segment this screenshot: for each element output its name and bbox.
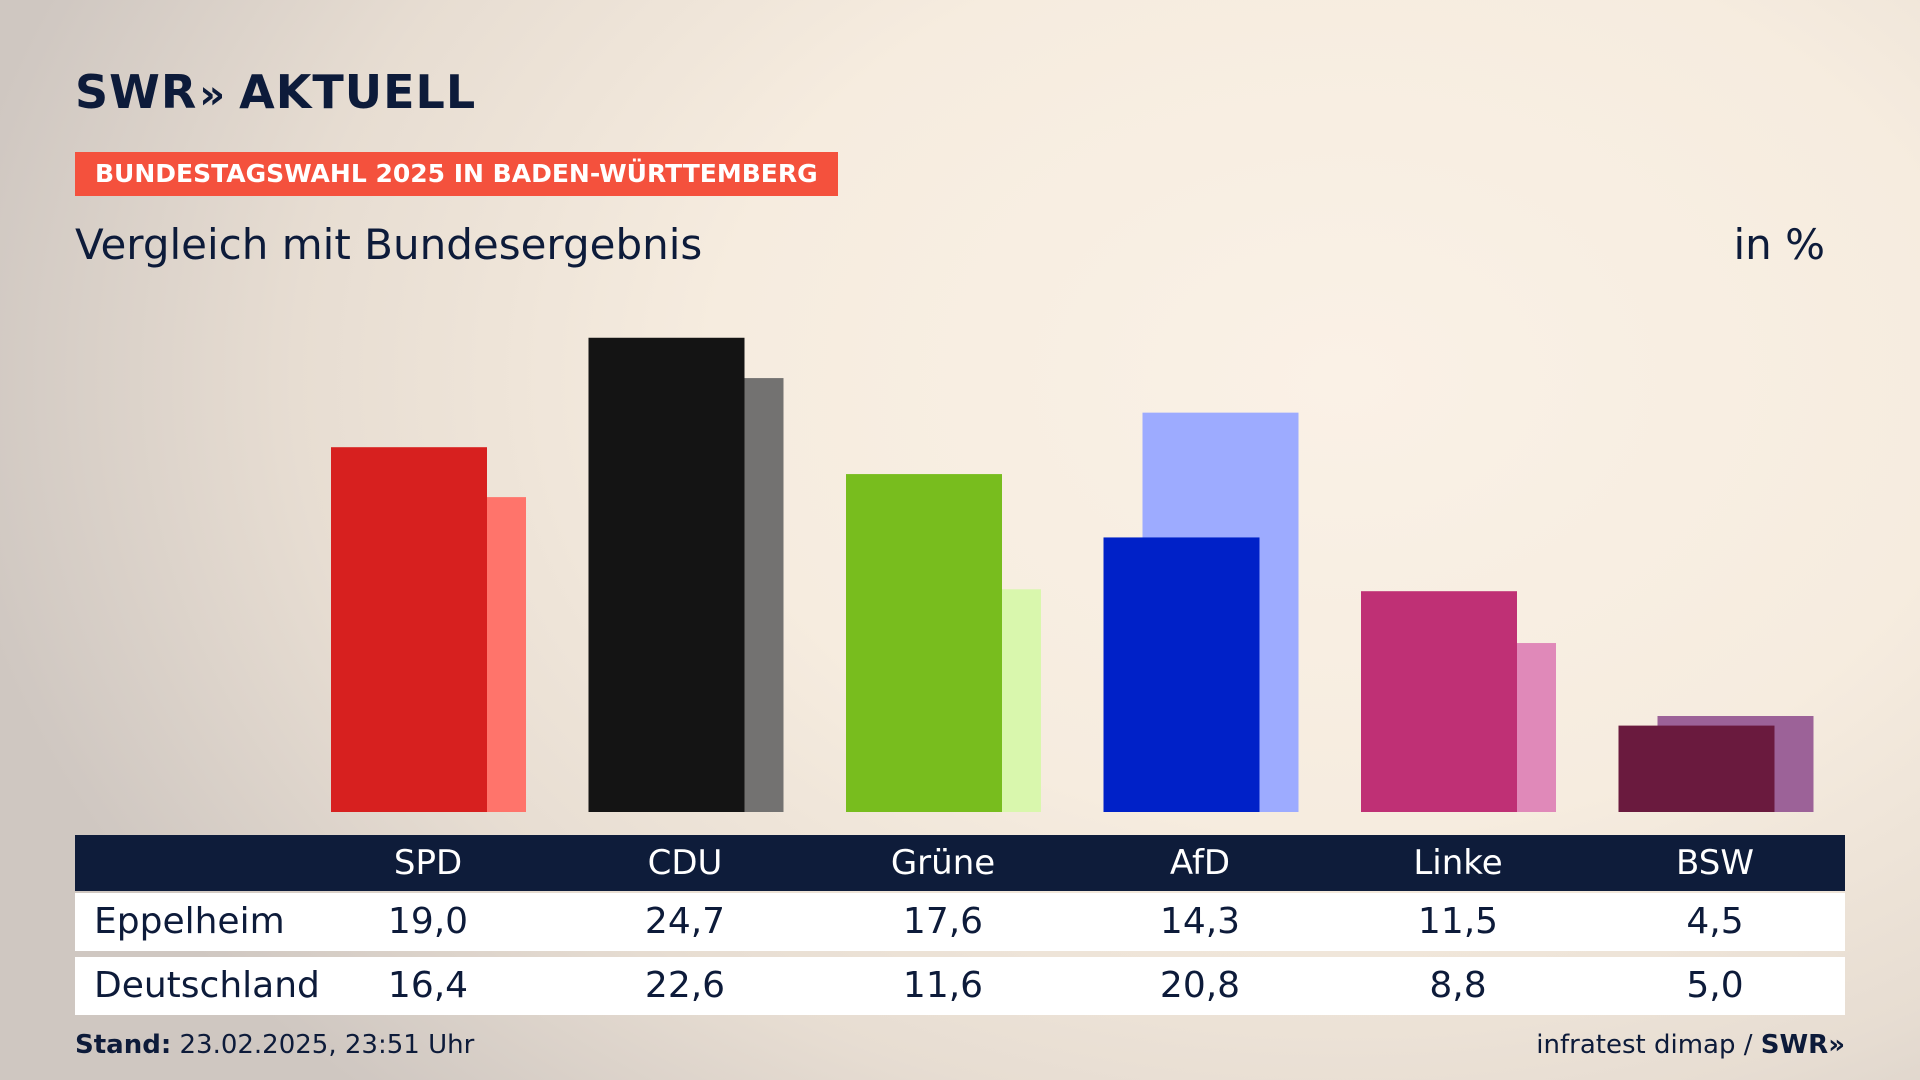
footer-source: infratest dimap / SWR» xyxy=(1536,1030,1845,1060)
header-party-afd: AfD xyxy=(1169,843,1231,883)
header-party-gruene: Grüne xyxy=(890,843,996,883)
value-deutschland-bsw: 5,0 xyxy=(1686,965,1744,1006)
logo-brand: SWR xyxy=(75,65,198,119)
value-eppelheim-spd: 19,0 xyxy=(387,901,469,942)
value-eppelheim-linke: 11,5 xyxy=(1417,901,1499,942)
value-deutschland-linke: 8,8 xyxy=(1429,965,1487,1006)
bar-eppelheim-spd xyxy=(331,447,487,812)
bar-eppelheim-bsw xyxy=(1618,725,1775,812)
source-text: infratest dimap / xyxy=(1536,1030,1753,1060)
value-eppelheim-gruene: 17,6 xyxy=(902,901,984,942)
value-deutschland-gruene: 11,6 xyxy=(902,965,984,1006)
value-eppelheim-afd: 14,3 xyxy=(1159,901,1241,942)
logo-suffix: AKTUELL xyxy=(239,65,477,119)
value-deutschland-cdu: 22,6 xyxy=(644,965,726,1006)
row-label-eppelheim: Eppelheim xyxy=(94,901,285,942)
bar-chart xyxy=(331,337,1814,812)
value-deutschland-spd: 16,4 xyxy=(387,965,469,1006)
bar-eppelheim-linke xyxy=(1361,591,1517,812)
election-tag: BUNDESTAGSWAHL 2025 IN BADEN-WÜRTTEMBERG xyxy=(75,152,838,196)
row-label-deutschland: Deutschland xyxy=(94,965,320,1006)
value-eppelheim-cdu: 24,7 xyxy=(644,901,726,942)
header-party-bsw: BSW xyxy=(1676,843,1754,883)
swr-mini-logo: SWR» xyxy=(1760,1030,1845,1060)
header-party-spd: SPD xyxy=(393,843,463,883)
header-party-linke: Linke xyxy=(1413,843,1503,883)
value-eppelheim-bsw: 4,5 xyxy=(1686,901,1744,942)
table-header: SPD CDU Grüne AfD Linke BSW xyxy=(75,835,1845,891)
header-party-cdu: CDU xyxy=(647,843,723,883)
table-row-deutschland: Deutschland 16,4 22,6 11,6 20,8 8,8 5,0 xyxy=(75,957,1845,1015)
chart-subtitle: Vergleich mit Bundesergebnis xyxy=(75,220,703,269)
value-deutschland-afd: 20,8 xyxy=(1159,965,1241,1006)
bar-eppelheim-gruene xyxy=(846,474,1002,812)
unit-label: in % xyxy=(1733,220,1825,269)
footer-stand: Stand: 23.02.2025, 23:51 Uhr xyxy=(75,1030,474,1060)
stand-label: Stand: xyxy=(75,1030,172,1060)
stand-value: 23.02.2025, 23:51 Uhr xyxy=(179,1030,475,1060)
bar-eppelheim-afd xyxy=(1103,537,1260,812)
table-row-eppelheim: Eppelheim 19,0 24,7 17,6 14,3 11,5 4,5 xyxy=(75,893,1845,951)
swr-aktuell-logo: SWR» AKTUELL xyxy=(75,64,476,123)
bar-eppelheim-cdu xyxy=(588,337,745,812)
